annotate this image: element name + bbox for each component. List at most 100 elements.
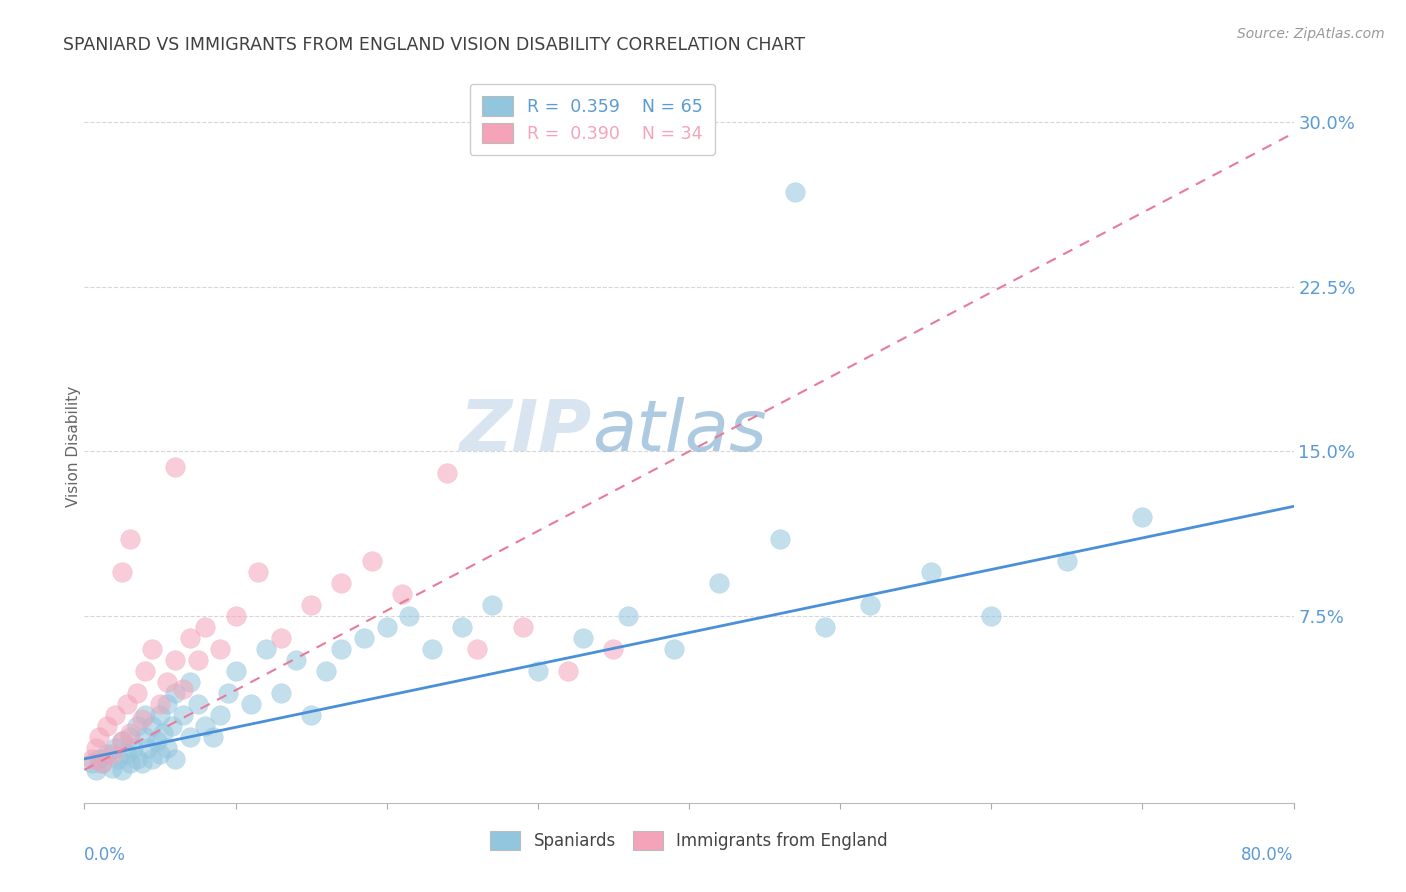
Point [187,653,209,667]
Text: Source: ZipAtlas.com: Source: ZipAtlas.com [1237,27,1385,41]
Point [194,719,217,733]
Point [1130,510,1153,524]
Point [131,756,153,771]
Point [118,730,141,744]
Legend: Spaniards, Immigrants from England: Spaniards, Immigrants from England [482,822,896,859]
Point [146,734,169,748]
Point [111,734,134,748]
Point [398,609,420,624]
Point [172,681,194,696]
Point [360,554,382,568]
Point [141,719,163,733]
Point [209,642,232,657]
Point [557,664,579,678]
Point [100,747,122,762]
Point [111,734,134,748]
Point [165,459,187,474]
Point [156,740,179,755]
Point [86,740,108,755]
Point [104,740,127,755]
Point [980,609,1002,624]
Point [152,725,174,739]
Point [100,761,122,775]
Point [527,664,550,678]
Point [239,697,262,711]
Point [141,752,163,766]
Point [134,730,156,744]
Point [201,730,224,744]
Point [179,730,201,744]
Point [709,576,731,591]
Point [156,675,179,690]
Point [512,620,534,634]
Point [467,642,489,657]
Point [96,747,118,762]
Point [80,752,103,766]
Point [111,566,134,580]
Point [165,752,187,766]
Point [118,533,141,547]
Point [270,631,292,645]
Point [165,686,187,700]
Point [91,756,114,771]
Point [91,756,114,771]
Point [96,719,118,733]
Point [217,686,239,700]
Point [420,642,443,657]
Text: 80.0%: 80.0% [1241,846,1294,863]
Point [89,730,111,744]
Point [285,653,308,667]
Point [270,686,292,700]
Point [141,642,163,657]
Point [353,631,375,645]
Point [134,664,156,678]
Point [391,587,413,601]
Point [247,566,270,580]
Point [225,664,247,678]
Point [436,467,458,481]
Point [783,186,806,200]
Text: atlas: atlas [592,397,766,467]
Point [118,756,141,771]
Point [127,719,149,733]
Point [769,533,792,547]
Point [172,708,194,723]
Point [89,752,111,766]
Point [179,631,201,645]
Point [115,747,138,762]
Point [194,620,217,634]
Point [80,756,103,771]
Point [149,747,172,762]
Point [254,642,277,657]
Point [115,697,138,711]
Point [225,609,247,624]
Point [131,712,153,726]
Point [156,697,179,711]
Point [330,576,353,591]
Point [86,763,108,777]
Point [1056,554,1078,568]
Point [330,642,353,657]
Point [602,642,624,657]
Text: 0.0%: 0.0% [84,846,127,863]
Text: ZIP: ZIP [460,397,592,467]
Point [315,664,337,678]
Point [187,697,209,711]
Point [107,752,129,766]
Point [481,598,503,612]
Point [920,566,942,580]
Point [127,686,149,700]
Point [134,708,156,723]
Point [149,708,172,723]
Point [160,719,183,733]
Point [451,620,474,634]
Point [299,598,322,612]
Point [104,708,127,723]
Point [662,642,685,657]
Point [165,653,187,667]
Point [814,620,837,634]
Point [179,675,201,690]
Point [127,752,149,766]
Point [111,763,134,777]
Point [299,708,322,723]
